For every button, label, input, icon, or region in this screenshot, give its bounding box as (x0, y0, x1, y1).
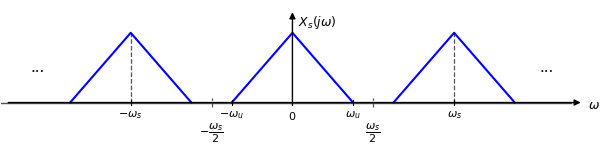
Text: ...: ... (31, 61, 45, 75)
Text: $\omega_u$: $\omega_u$ (345, 110, 361, 121)
Text: $\omega$: $\omega$ (587, 99, 599, 112)
Text: ...: ... (540, 61, 554, 75)
Text: $\dfrac{\omega_s}{2}$: $\dfrac{\omega_s}{2}$ (365, 122, 381, 145)
Text: $-\omega_u$: $-\omega_u$ (219, 110, 244, 121)
Text: $-\dfrac{\omega_s}{2}$: $-\dfrac{\omega_s}{2}$ (199, 122, 224, 145)
Text: $\omega_s$: $\omega_s$ (446, 110, 462, 121)
Text: $X_s(j\omega)$: $X_s(j\omega)$ (298, 14, 337, 31)
Text: $-\omega_s$: $-\omega_s$ (118, 110, 143, 121)
Text: $0$: $0$ (288, 110, 296, 122)
